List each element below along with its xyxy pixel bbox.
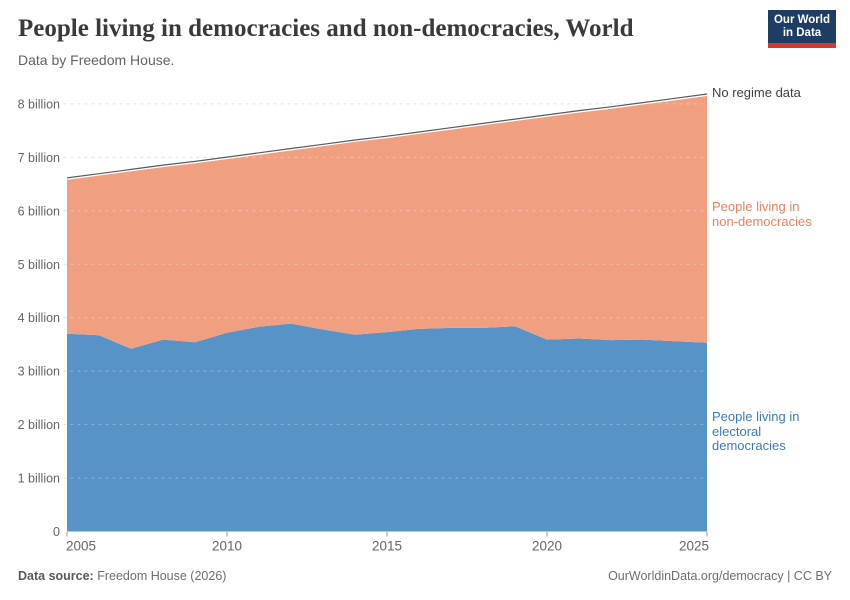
x-axis-tick-label: 2015 xyxy=(372,539,402,554)
y-axis-tick-label: 3 billion xyxy=(18,365,60,379)
y-axis-tick-label: 4 billion xyxy=(18,311,60,325)
y-axis-tick-label: 8 billion xyxy=(18,97,60,111)
y-axis-tick-label: 7 billion xyxy=(18,151,60,165)
series-label-electoral-democracies: People living in electoral democracies xyxy=(712,409,800,454)
series-label-non-democracies: People living in non-democracies xyxy=(712,199,812,229)
x-axis-tick-label: 2020 xyxy=(532,539,562,554)
y-axis-tick-label: 6 billion xyxy=(18,204,60,218)
y-axis-tick-label: 5 billion xyxy=(18,258,60,272)
chart-subtitle: Data by Freedom House. xyxy=(18,52,175,68)
x-axis-tick-label: 2010 xyxy=(212,539,242,554)
area-people-living-in-electoral-democracies[interactable] xyxy=(67,323,707,532)
y-axis-tick-label: 0 xyxy=(53,525,60,539)
series-label-line: non-democracies xyxy=(712,213,812,229)
series-label-line: electoral xyxy=(712,423,762,439)
series-label-line: People living in xyxy=(712,199,800,214)
owid-logo-line2: in Data xyxy=(782,26,822,39)
data-source-value: Freedom House (2026) xyxy=(93,569,227,583)
series-label-line: People living in xyxy=(712,409,800,424)
owid-logo-line1: Our World xyxy=(773,13,830,26)
area-people-living-in-non-democracies[interactable] xyxy=(67,95,707,349)
series-label-no-regime-data: No regime data xyxy=(712,85,801,100)
total-population-line xyxy=(66,93,708,179)
data-source-note: Data source: Freedom House (2026) xyxy=(18,569,226,583)
page-title: People living in democracies and non-dem… xyxy=(18,15,634,42)
data-source-label: Data source: xyxy=(18,569,94,583)
owid-logo[interactable]: Our World in Data xyxy=(768,10,836,48)
owid-url-license: OurWorldinData.org/democracy | CC BY xyxy=(608,569,832,583)
y-axis-tick-label: 1 billion xyxy=(18,472,60,486)
series-label-line: democracies xyxy=(712,438,786,453)
y-axis-tick-label: 2 billion xyxy=(18,418,60,432)
x-axis-tick-label: 2025 xyxy=(679,539,709,554)
x-axis-tick-label: 2005 xyxy=(66,539,96,554)
